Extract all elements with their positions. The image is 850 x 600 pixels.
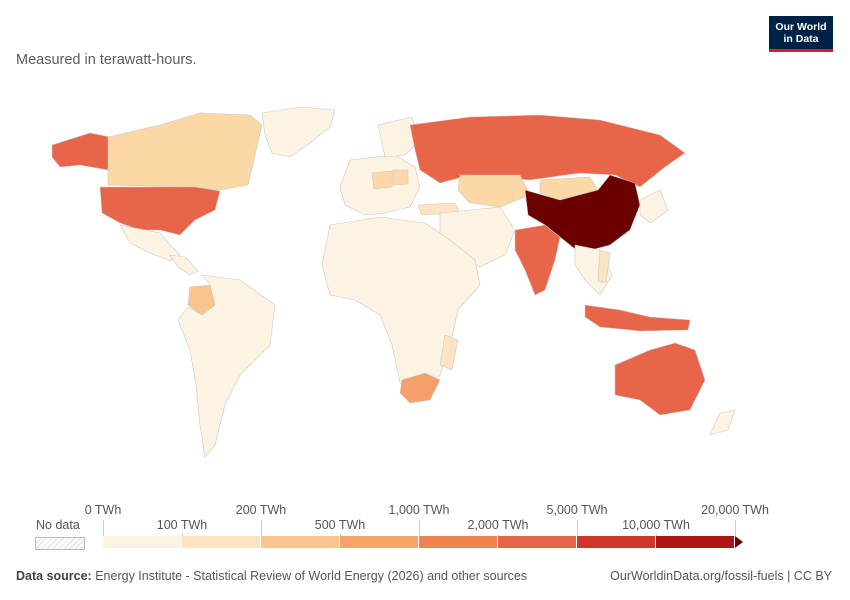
region-china xyxy=(524,174,641,254)
legend-label-0: 0 TWh xyxy=(84,503,122,517)
legend-tick xyxy=(419,520,420,536)
region-new-zealand xyxy=(709,409,736,436)
region-poland xyxy=(392,169,409,186)
legend-tick xyxy=(182,534,183,536)
region-south-america xyxy=(177,274,276,458)
legend-bin-5[interactable] xyxy=(419,536,498,548)
legend-bin-2[interactable] xyxy=(182,536,261,548)
legend-label-100: 100 TWh xyxy=(156,518,208,532)
legend-color-scale xyxy=(103,536,743,548)
region-india xyxy=(514,224,561,296)
legend-tick xyxy=(340,534,341,536)
legend-label-500: 500 TWh xyxy=(314,518,366,532)
owid-logo[interactable]: Our World in Data xyxy=(769,16,833,52)
legend-bin-1[interactable] xyxy=(103,536,182,548)
legend-bin-6[interactable] xyxy=(498,536,577,548)
legend-scale-arrow xyxy=(735,536,743,548)
legend-label-2000: 2,000 TWh xyxy=(467,518,529,532)
legend-label-5000: 5,000 TWh xyxy=(546,503,608,517)
region-usa xyxy=(99,186,221,236)
region-greenland xyxy=(261,106,336,158)
legend-tick xyxy=(735,520,736,536)
region-indonesia xyxy=(584,304,691,332)
logo-line-1: Our World xyxy=(775,21,827,33)
world-map xyxy=(51,106,736,458)
footer-source-text: Energy Institute - Statistical Review of… xyxy=(95,569,528,583)
region-south-africa xyxy=(399,372,441,404)
region-japan-korea xyxy=(639,189,669,224)
footer-link[interactable]: OurWorldinData.org/fossil-fuels | CC BY xyxy=(610,569,832,583)
legend-tick xyxy=(261,520,262,536)
region-canada xyxy=(107,112,263,191)
region-vietnam xyxy=(597,249,611,284)
region-africa xyxy=(321,216,481,396)
footer-source-label: Data source: xyxy=(16,569,92,583)
legend-bin-7[interactable] xyxy=(577,536,656,548)
footer-source: Data source: Energy Institute - Statisti… xyxy=(16,569,527,583)
chart-subtitle: Measured in terawatt-hours. xyxy=(16,52,197,68)
legend-label-200: 200 TWh xyxy=(235,503,287,517)
region-central-america xyxy=(169,254,199,276)
legend-bin-3[interactable] xyxy=(261,536,340,548)
legend-tick xyxy=(103,520,104,536)
legend-label-1000: 1,000 TWh xyxy=(388,503,450,517)
region-scandinavia xyxy=(377,116,421,158)
legend-no-data-swatch[interactable] xyxy=(35,537,85,550)
legend-tick xyxy=(656,534,657,536)
legend-label-20000: 20,000 TWh xyxy=(701,503,769,517)
region-kazakhstan xyxy=(457,174,531,208)
legend-tick xyxy=(498,534,499,536)
region-russia xyxy=(409,114,686,188)
legend-tick xyxy=(577,520,578,536)
legend-label-10000: 10,000 TWh xyxy=(622,518,690,532)
legend-no-data-label: No data xyxy=(36,518,80,532)
region-alaska xyxy=(51,132,111,171)
region-germany xyxy=(371,170,393,190)
legend-bin-4[interactable] xyxy=(340,536,419,548)
legend-bin-8[interactable] xyxy=(656,536,735,548)
region-australia xyxy=(614,342,706,416)
logo-line-2: in Data xyxy=(783,33,819,45)
region-mozambique xyxy=(439,334,459,371)
